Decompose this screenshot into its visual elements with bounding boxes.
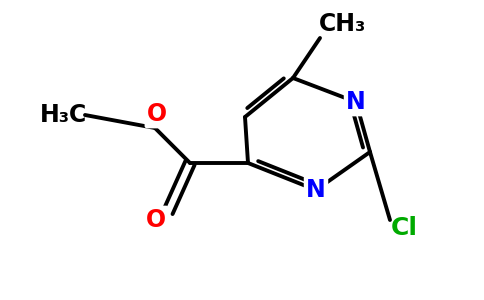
Text: Cl: Cl — [391, 216, 418, 240]
Text: O: O — [146, 208, 166, 232]
Text: H₃C: H₃C — [39, 103, 87, 127]
Text: N: N — [306, 178, 326, 202]
Text: CH₃: CH₃ — [318, 12, 365, 36]
Text: O: O — [147, 102, 167, 126]
Text: N: N — [346, 90, 366, 114]
